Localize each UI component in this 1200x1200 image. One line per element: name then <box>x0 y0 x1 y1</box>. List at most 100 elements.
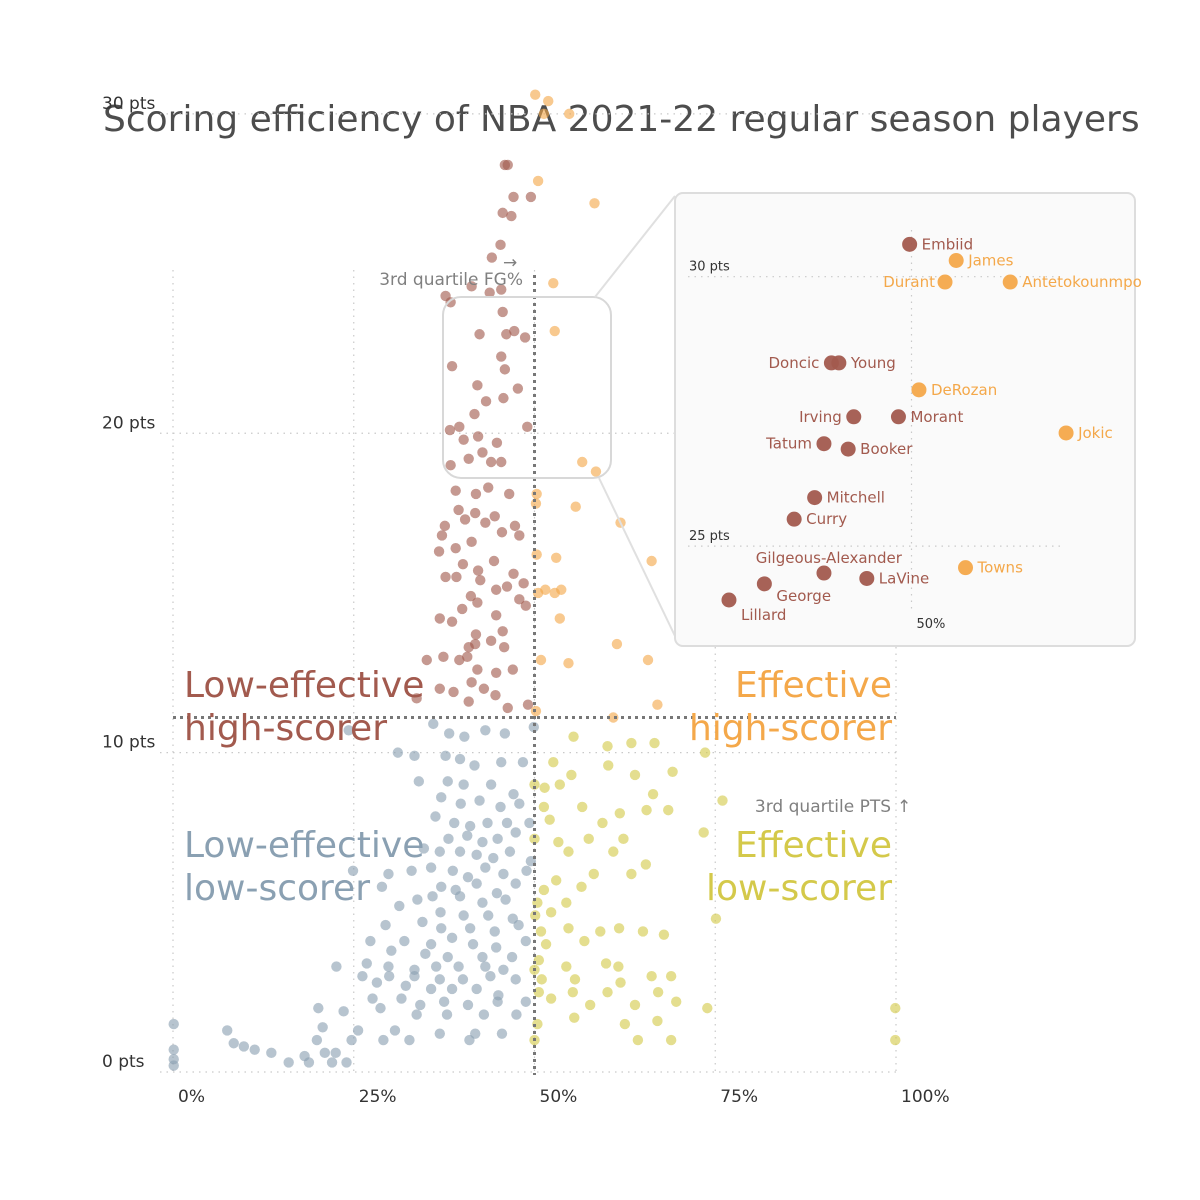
player-point <box>427 891 438 902</box>
pts-quartile-label: 3rd quartile PTS <box>755 797 891 817</box>
player-point <box>434 974 445 985</box>
y-tick-label: 20 pts <box>102 413 155 433</box>
player-point <box>383 868 394 880</box>
inset-player-point <box>890 409 906 425</box>
player-point <box>438 996 450 1007</box>
player-point <box>347 865 359 876</box>
inset-player-point <box>948 253 964 268</box>
player-point <box>602 741 613 752</box>
player-point <box>584 999 596 1011</box>
player-point <box>457 603 468 615</box>
player-point <box>500 894 511 905</box>
player-point <box>556 584 567 595</box>
player-point <box>454 753 466 765</box>
player-point <box>608 712 619 723</box>
inset-player-label: Tatum <box>765 435 812 453</box>
player-point <box>502 702 513 714</box>
player-point <box>496 456 507 468</box>
player-point <box>451 571 462 583</box>
player-point <box>428 718 439 730</box>
player-point <box>615 977 626 988</box>
player-point <box>641 804 652 816</box>
inset-player-label: Durant <box>883 273 935 291</box>
player-point <box>567 986 579 998</box>
player-point <box>564 108 575 120</box>
player-point <box>249 1044 260 1055</box>
player-point <box>646 970 657 982</box>
player-point <box>501 817 513 829</box>
player-point <box>637 926 649 937</box>
inset-player-label: Lillard <box>741 606 786 624</box>
player-point <box>457 558 469 570</box>
player-point <box>480 517 491 528</box>
player-point <box>488 852 499 864</box>
player-point <box>518 578 529 589</box>
inset-player-point <box>807 490 823 506</box>
inset-player-point <box>937 274 953 290</box>
player-point <box>443 833 454 845</box>
player-point <box>459 514 471 525</box>
player-point <box>485 970 496 982</box>
player-point <box>531 488 542 500</box>
player-point <box>514 594 525 605</box>
player-point <box>238 1041 250 1052</box>
player-point <box>425 862 437 873</box>
player-point <box>436 881 447 892</box>
player-point <box>561 961 572 972</box>
player-point <box>499 728 511 739</box>
player-point <box>497 306 508 318</box>
player-point <box>496 351 507 362</box>
player-point <box>496 527 508 538</box>
player-point <box>317 1022 328 1033</box>
player-point <box>458 910 469 921</box>
inset-player-point <box>721 592 737 608</box>
player-point <box>576 881 587 892</box>
player-point <box>303 1057 315 1068</box>
player-point <box>406 865 417 876</box>
inset-player-label: George <box>776 587 831 605</box>
player-point <box>459 731 470 742</box>
player-point <box>514 530 525 541</box>
player-point <box>430 961 442 972</box>
player-point <box>168 1018 179 1030</box>
player-point <box>652 986 664 998</box>
player-point <box>496 284 507 295</box>
player-point <box>343 725 354 736</box>
quadrant-label-low-effective-low-scorer: Low-effective low-scorer <box>184 825 424 909</box>
player-point <box>521 865 532 876</box>
player-point <box>467 939 479 950</box>
player-point <box>665 970 677 982</box>
player-point <box>313 1002 324 1014</box>
player-point <box>442 776 453 787</box>
inset-player-point <box>911 382 927 398</box>
inset-player-point <box>1002 274 1018 290</box>
player-point <box>480 396 492 407</box>
player-point <box>568 731 579 742</box>
player-point <box>462 651 473 663</box>
player-point <box>545 907 557 918</box>
inset-player-point <box>816 565 832 581</box>
player-point <box>499 364 511 375</box>
player-point <box>367 993 378 1004</box>
player-point <box>475 574 486 586</box>
player-point <box>392 747 404 758</box>
player-point <box>386 945 397 956</box>
player-point <box>488 555 500 567</box>
player-point <box>330 1047 341 1059</box>
player-point <box>563 658 574 669</box>
player-point <box>570 501 581 512</box>
inset-x-tick-label: 50% <box>917 617 946 632</box>
player-point <box>501 329 512 340</box>
player-point <box>394 900 405 912</box>
player-point <box>480 725 491 736</box>
player-point <box>498 964 509 975</box>
player-point <box>597 817 608 829</box>
player-point <box>890 1034 901 1046</box>
player-point <box>511 1009 522 1020</box>
player-point <box>579 935 590 947</box>
inset-y-tick-label: 30 pts <box>689 260 730 275</box>
inset-player-label: Doncic <box>769 354 820 372</box>
player-point <box>433 546 445 557</box>
player-point <box>520 935 532 947</box>
player-point <box>496 1028 508 1039</box>
